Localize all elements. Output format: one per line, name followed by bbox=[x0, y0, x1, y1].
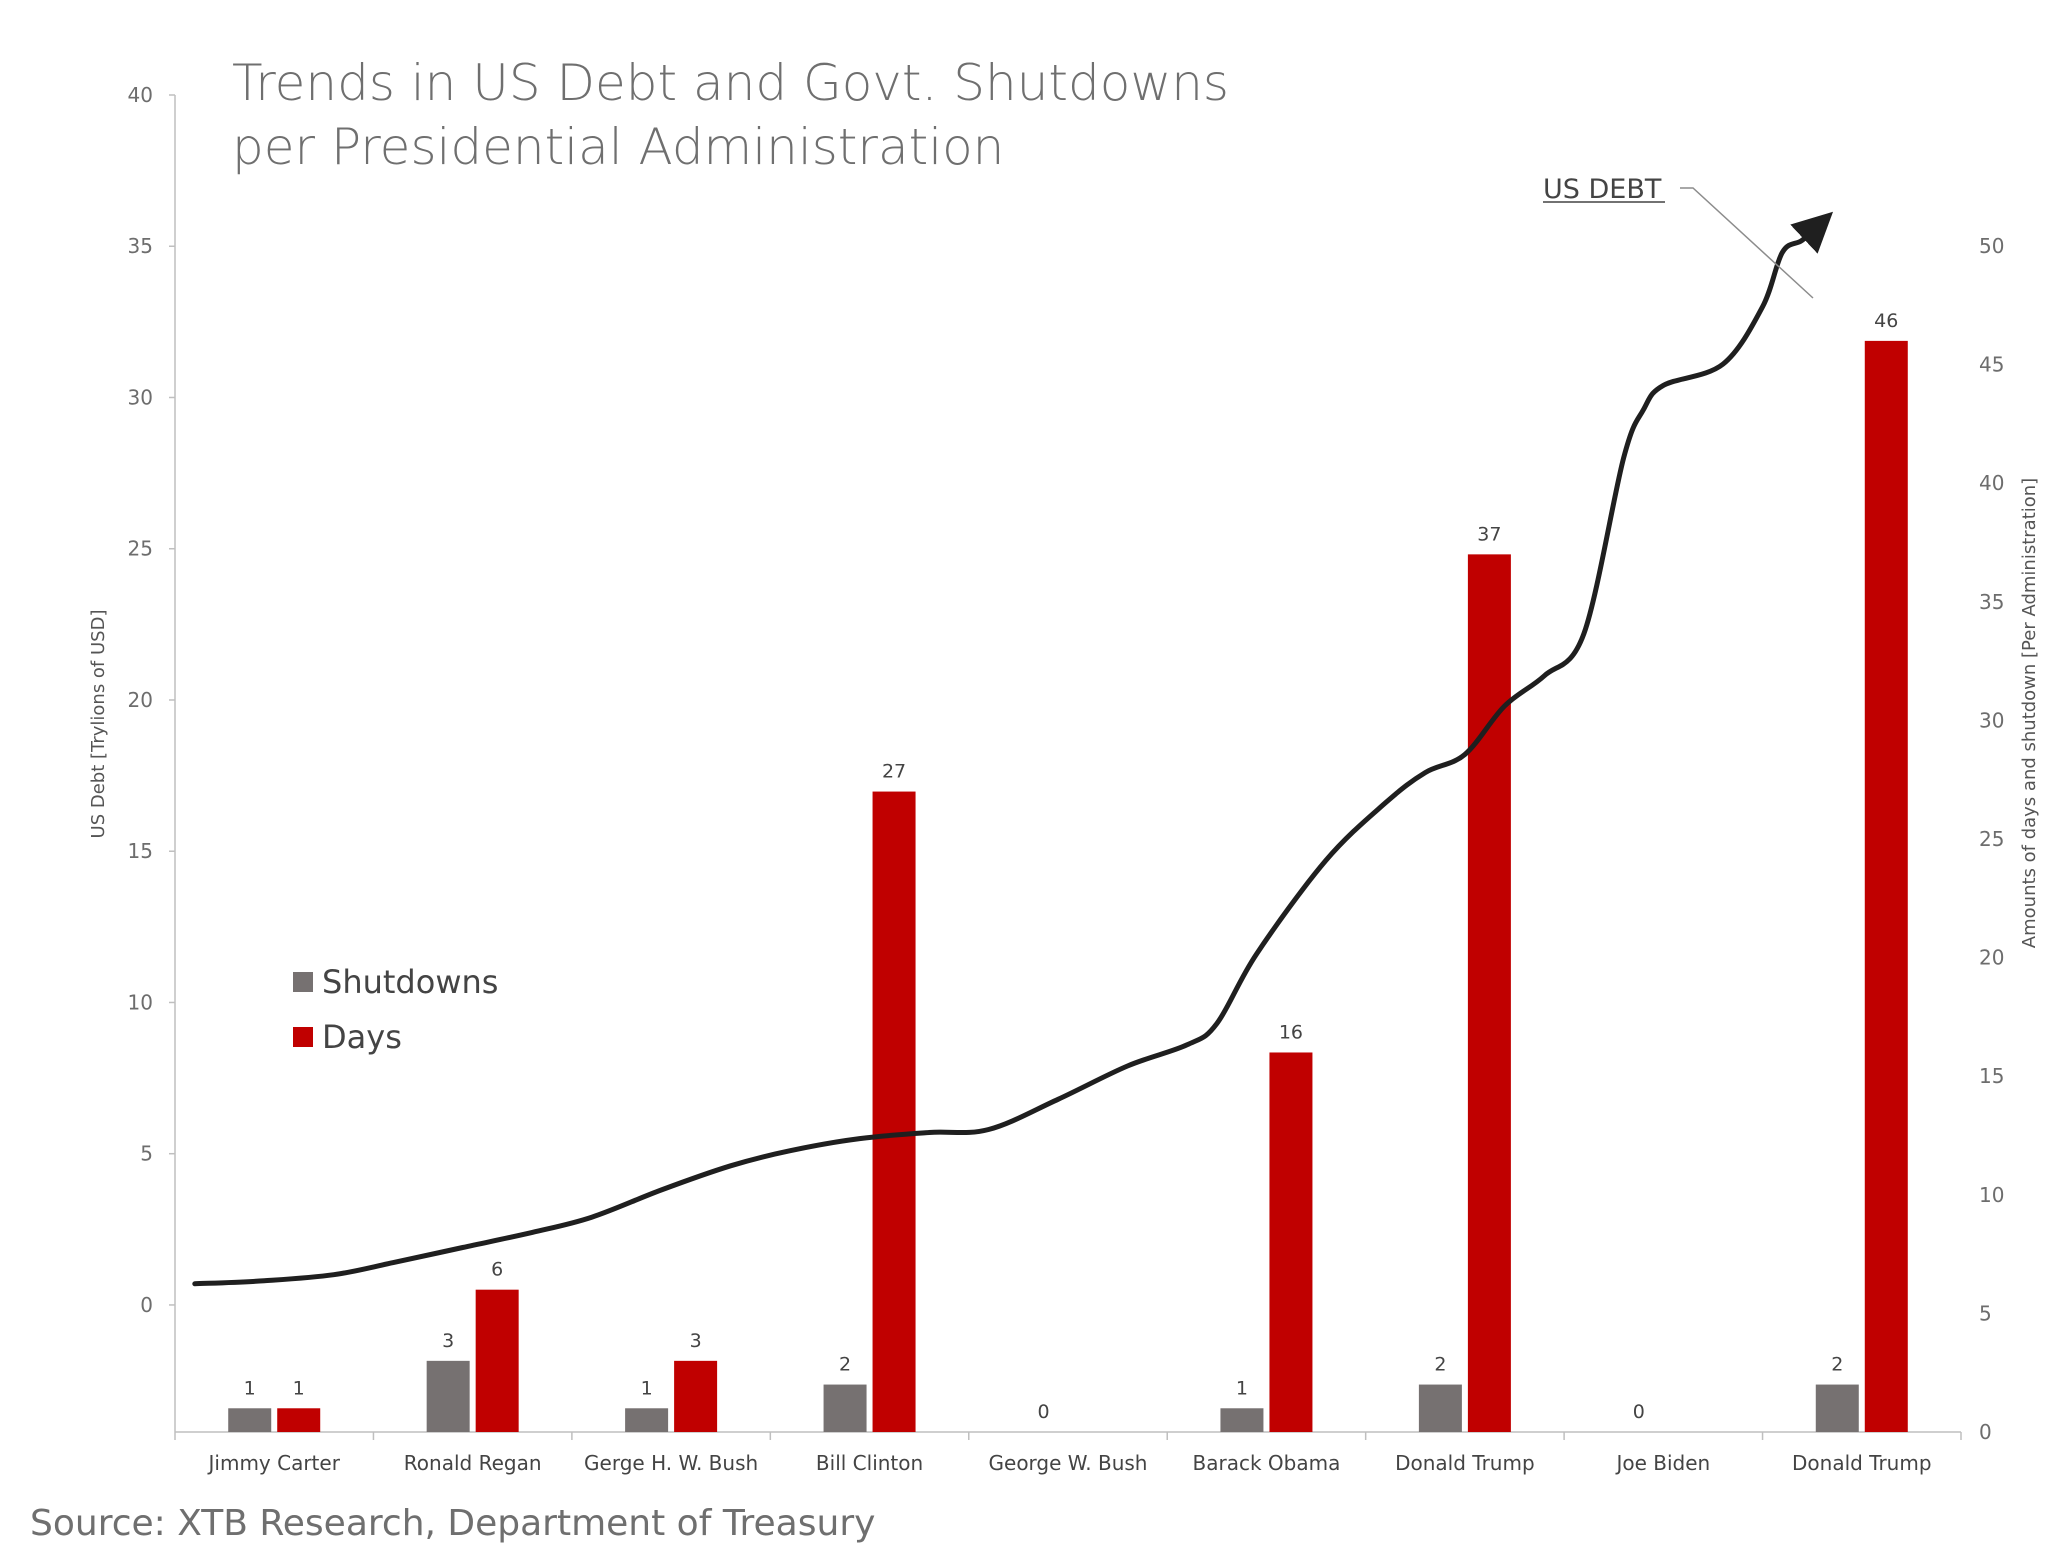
left-tick-label: 20 bbox=[128, 688, 153, 712]
right-tick-label: 15 bbox=[1979, 1064, 2004, 1088]
left-axis-title: US Debt [Trylions of USD] bbox=[88, 610, 109, 839]
shutdowns-value-label: 0 bbox=[1633, 1401, 1645, 1423]
shutdowns-value-label: 1 bbox=[1236, 1377, 1248, 1399]
left-tick-label: 5 bbox=[140, 1142, 153, 1166]
shutdowns-bar bbox=[228, 1408, 272, 1432]
days-bar bbox=[1864, 340, 1908, 1432]
left-tick-label: 25 bbox=[128, 537, 153, 561]
days-value-label: 46 bbox=[1874, 310, 1898, 332]
shutdowns-value-label: 0 bbox=[1037, 1401, 1049, 1423]
right-axis-title: Amounts of days and shutdown [Per Admini… bbox=[2019, 478, 2040, 948]
days-value-label: 27 bbox=[882, 761, 906, 783]
days-bar bbox=[475, 1289, 519, 1432]
right-tick-label: 0 bbox=[1979, 1420, 1992, 1444]
days-value-label: 1 bbox=[293, 1377, 305, 1399]
category-label: Ronald Regan bbox=[404, 1451, 542, 1475]
legend: Shutdowns Days bbox=[293, 963, 498, 1056]
right-tick-label: 40 bbox=[1979, 471, 2004, 495]
category-label: Jimmy Carter bbox=[207, 1451, 341, 1475]
shutdowns-bar bbox=[1815, 1384, 1859, 1432]
shutdowns-bar bbox=[1220, 1408, 1264, 1432]
left-tick-label: 40 bbox=[128, 83, 153, 107]
right-tick-label: 50 bbox=[1979, 234, 2004, 258]
us-debt-line bbox=[192, 211, 1834, 1287]
right-tick-label: 45 bbox=[1979, 353, 2004, 377]
category-label: Donald Trump bbox=[1395, 1451, 1535, 1475]
right-tick-label: 30 bbox=[1979, 708, 2004, 732]
shutdowns-bar bbox=[1418, 1384, 1462, 1432]
left-tick-label: 35 bbox=[128, 234, 153, 258]
shutdowns-value-label: 1 bbox=[641, 1377, 653, 1399]
debt-annotation-leader bbox=[1680, 187, 1814, 299]
shutdowns-bar bbox=[625, 1408, 669, 1432]
legend-swatch-shutdowns bbox=[293, 972, 313, 992]
category-label: Joe Biden bbox=[1614, 1451, 1710, 1475]
days-bar bbox=[872, 791, 916, 1432]
days-bar bbox=[1467, 554, 1511, 1432]
category-label: Donald Trump bbox=[1792, 1451, 1932, 1475]
shutdowns-value-label: 2 bbox=[839, 1354, 851, 1376]
legend-label-days: Days bbox=[322, 1018, 402, 1056]
legend-swatch-days bbox=[293, 1027, 313, 1047]
source-note: Source: XTB Research, Department of Trea… bbox=[30, 1503, 875, 1544]
left-tick-label: 0 bbox=[140, 1293, 153, 1317]
shutdowns-bar bbox=[426, 1360, 470, 1432]
days-value-label: 16 bbox=[1279, 1021, 1303, 1043]
right-tick-label: 20 bbox=[1979, 946, 2004, 970]
days-value-label: 3 bbox=[690, 1330, 702, 1352]
right-tick-label: 5 bbox=[1979, 1301, 1992, 1325]
shutdowns-value-label: 1 bbox=[244, 1377, 256, 1399]
days-value-label: 37 bbox=[1477, 523, 1501, 545]
right-tick-label: 35 bbox=[1979, 590, 2004, 614]
shutdowns-value-label: 3 bbox=[442, 1330, 454, 1352]
legend-label-shutdowns: Shutdowns bbox=[322, 963, 498, 1001]
debt-annotation: US DEBT bbox=[1543, 174, 1662, 205]
category-label: Gerge H. W. Bush bbox=[584, 1451, 758, 1475]
right-tick-label: 25 bbox=[1979, 827, 2004, 851]
right-tick-label: 10 bbox=[1979, 1183, 2004, 1207]
category-label: George W. Bush bbox=[989, 1451, 1148, 1475]
category-label: Barack Obama bbox=[1193, 1451, 1341, 1475]
category-label: Bill Clinton bbox=[816, 1451, 923, 1475]
days-value-label: 6 bbox=[491, 1259, 503, 1281]
days-bar bbox=[674, 1360, 718, 1432]
shutdowns-value-label: 2 bbox=[1831, 1354, 1843, 1376]
days-bar bbox=[1269, 1052, 1313, 1432]
left-tick-label: 10 bbox=[128, 990, 153, 1014]
shutdowns-value-label: 2 bbox=[1434, 1354, 1446, 1376]
days-bar bbox=[277, 1408, 321, 1432]
left-tick-label: 30 bbox=[128, 385, 153, 409]
chart-title: Trends in US Debt and Govt. Shutdowns bbox=[232, 54, 1229, 112]
chart-subtitle: per Presidential Administration bbox=[232, 118, 1004, 176]
left-tick-label: 15 bbox=[128, 839, 153, 863]
shutdowns-bar bbox=[823, 1384, 867, 1432]
